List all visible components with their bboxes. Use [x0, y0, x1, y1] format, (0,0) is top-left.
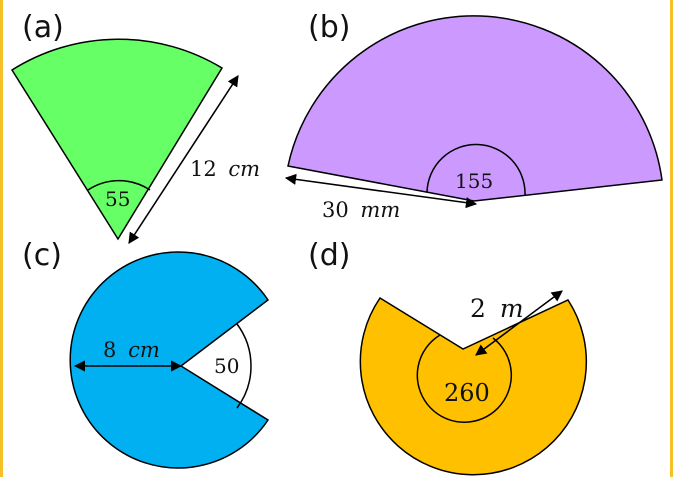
angle-label-c: 50	[214, 354, 239, 378]
length-value-c: 8	[103, 338, 116, 362]
length-label-c: 8 cm	[103, 338, 160, 362]
length-label-a: 12 cm	[190, 157, 260, 181]
label-a: (a)	[22, 10, 64, 45]
sector-c	[69, 251, 270, 469]
length-unit-a: cm	[228, 157, 260, 181]
angle-label-d: 260	[444, 379, 490, 407]
length-label-b: 30 mm	[322, 198, 400, 222]
length-value-d: 2	[470, 294, 486, 323]
length-unit-c: cm	[128, 338, 160, 362]
angle-arc-d	[416, 334, 512, 423]
angle-label-b: 155	[455, 169, 493, 193]
length-unit-b: mm	[360, 198, 400, 222]
label-c: (c)	[22, 238, 62, 273]
length-value-b: 30	[322, 198, 349, 222]
length-arrow-b	[284, 173, 478, 209]
label-d: (d)	[308, 238, 350, 273]
length-arrow-d	[475, 290, 563, 356]
label-b: (b)	[308, 10, 350, 45]
length-value-a: 12	[190, 157, 217, 181]
angle-arc-c	[236, 323, 252, 409]
angle-label-a: 55	[105, 187, 130, 211]
sector-b	[287, 15, 663, 202]
length-arrow-a	[128, 75, 239, 244]
length-label-d: 2 m	[470, 294, 524, 323]
length-unit-d: m	[500, 294, 524, 323]
angle-arc-b	[426, 143, 526, 196]
